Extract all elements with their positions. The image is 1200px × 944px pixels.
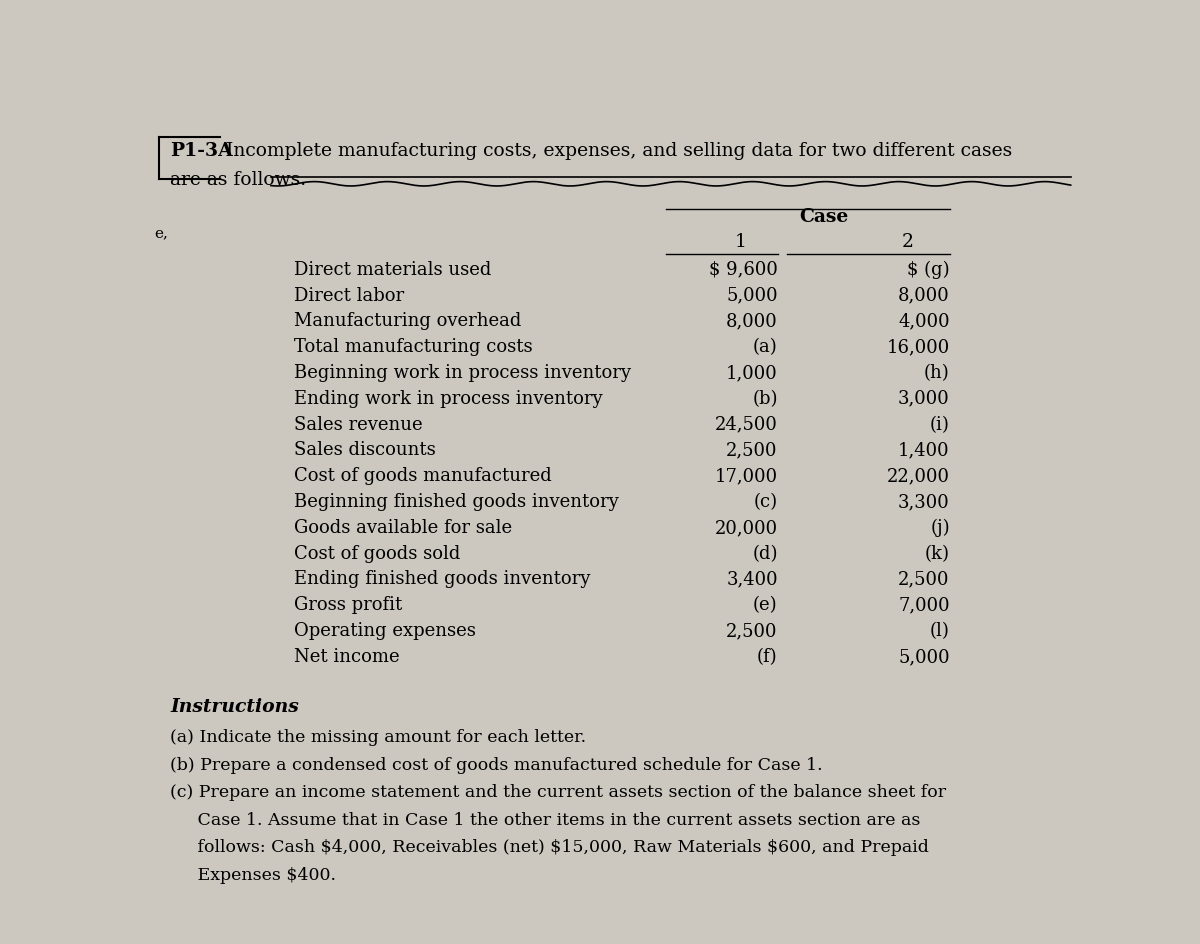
Text: (i): (i)	[930, 415, 950, 433]
Text: 1: 1	[734, 233, 746, 251]
Text: Gross profit: Gross profit	[294, 597, 402, 615]
Text: (c): (c)	[754, 493, 778, 511]
Text: (a): (a)	[754, 338, 778, 356]
Text: (c) Prepare an income statement and the current assets section of the balance sh: (c) Prepare an income statement and the …	[170, 784, 947, 801]
Text: (d): (d)	[752, 545, 778, 563]
Text: Goods available for sale: Goods available for sale	[294, 519, 512, 537]
Text: 1,400: 1,400	[898, 442, 950, 460]
Text: Sales discounts: Sales discounts	[294, 442, 436, 460]
Text: 20,000: 20,000	[715, 519, 778, 537]
Text: Incomplete manufacturing costs, expenses, and selling data for two different cas: Incomplete manufacturing costs, expenses…	[227, 143, 1013, 160]
Text: (b): (b)	[752, 390, 778, 408]
Text: Beginning work in process inventory: Beginning work in process inventory	[294, 364, 631, 382]
Text: 2,500: 2,500	[726, 442, 778, 460]
Text: $ 9,600: $ 9,600	[709, 261, 778, 278]
Text: 17,000: 17,000	[715, 467, 778, 485]
Text: 16,000: 16,000	[887, 338, 950, 356]
Text: 2,500: 2,500	[899, 570, 950, 588]
Text: (a) Indicate the missing amount for each letter.: (a) Indicate the missing amount for each…	[170, 729, 587, 746]
Text: 5,000: 5,000	[726, 287, 778, 305]
Text: 2: 2	[902, 233, 914, 251]
Text: Ending finished goods inventory: Ending finished goods inventory	[294, 570, 590, 588]
Text: Manufacturing overhead: Manufacturing overhead	[294, 312, 522, 330]
Text: 8,000: 8,000	[898, 287, 950, 305]
Text: 3,300: 3,300	[898, 493, 950, 511]
Text: follows: Cash $4,000, Receivables (net) $15,000, Raw Materials $600, and Prepaid: follows: Cash $4,000, Receivables (net) …	[170, 839, 929, 856]
Text: 5,000: 5,000	[898, 648, 950, 666]
Text: P1-3A: P1-3A	[170, 143, 233, 160]
Text: Cost of goods manufactured: Cost of goods manufactured	[294, 467, 552, 485]
Text: Expenses $400.: Expenses $400.	[170, 867, 336, 884]
Text: (f): (f)	[757, 648, 778, 666]
Text: (k): (k)	[925, 545, 950, 563]
Text: Instructions: Instructions	[170, 699, 299, 716]
Text: Beginning finished goods inventory: Beginning finished goods inventory	[294, 493, 619, 511]
Text: 1,000: 1,000	[726, 364, 778, 382]
Text: 24,500: 24,500	[715, 415, 778, 433]
Text: 8,000: 8,000	[726, 312, 778, 330]
Text: Cost of goods sold: Cost of goods sold	[294, 545, 461, 563]
Text: (h): (h)	[924, 364, 950, 382]
Text: 3,400: 3,400	[726, 570, 778, 588]
Text: Ending work in process inventory: Ending work in process inventory	[294, 390, 602, 408]
Text: Direct materials used: Direct materials used	[294, 261, 492, 278]
Text: are as follows.: are as follows.	[170, 172, 306, 190]
Text: 7,000: 7,000	[898, 597, 950, 615]
Text: e,: e,	[155, 226, 168, 240]
Text: 22,000: 22,000	[887, 467, 950, 485]
Text: Case 1. Assume that in Case 1 the other items in the current assets section are : Case 1. Assume that in Case 1 the other …	[170, 812, 920, 829]
Text: 4,000: 4,000	[898, 312, 950, 330]
Text: (l): (l)	[930, 622, 950, 640]
Text: 2,500: 2,500	[726, 622, 778, 640]
Text: Total manufacturing costs: Total manufacturing costs	[294, 338, 533, 356]
Text: (b) Prepare a condensed cost of goods manufactured schedule for Case 1.: (b) Prepare a condensed cost of goods ma…	[170, 756, 823, 773]
Text: (e): (e)	[754, 597, 778, 615]
Text: Sales revenue: Sales revenue	[294, 415, 422, 433]
Text: Operating expenses: Operating expenses	[294, 622, 476, 640]
Text: Net income: Net income	[294, 648, 400, 666]
Text: Case: Case	[799, 208, 848, 226]
Text: $ (g): $ (g)	[907, 261, 950, 279]
Text: (j): (j)	[930, 519, 950, 537]
Text: 3,000: 3,000	[898, 390, 950, 408]
Text: Direct labor: Direct labor	[294, 287, 404, 305]
